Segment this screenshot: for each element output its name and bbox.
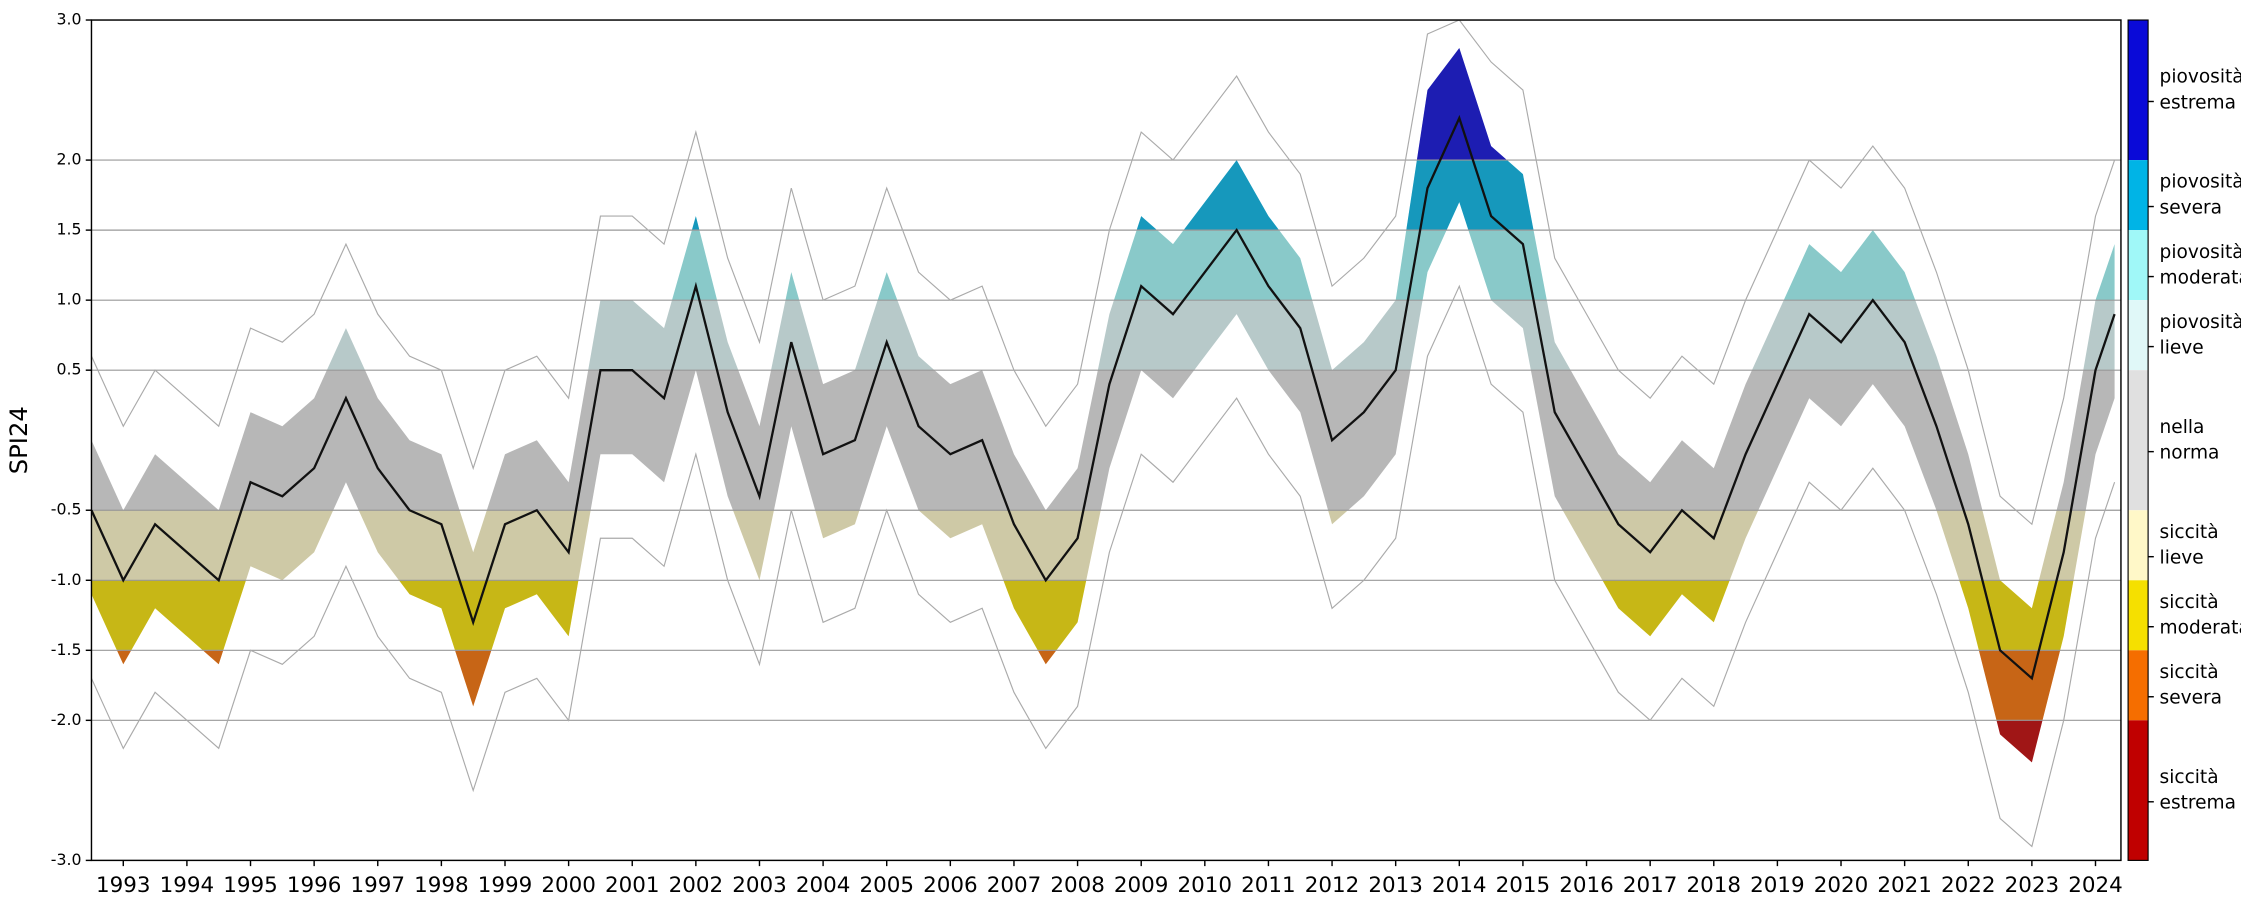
colorbar-segment [2128, 650, 2149, 721]
y-tick-label: 0.5 [56, 360, 81, 379]
class-band-area [1236, 48, 1508, 161]
y-tick-label: -1.5 [51, 640, 82, 659]
axes: 3.0 2.0 1.5 1.0 0.5 -0.5 -1.0 -1.5 -2.0 -3.0 1993 1… [51, 10, 2241, 899]
colorbar-segment [2128, 580, 2149, 651]
class-label: piovosità [2160, 242, 2241, 263]
x-tick-label: 2021 [1877, 873, 1932, 898]
class-band-area [326, 300, 2115, 371]
x-tick-label: 2017 [1623, 873, 1678, 898]
x-tick-label: 1995 [223, 873, 278, 898]
lines [91, 20, 2116, 848]
class-label: piovosità [2160, 172, 2241, 193]
median-line [91, 114, 2116, 681]
class-label: estrema [2160, 793, 2236, 814]
class-label: piovosità [2160, 67, 2241, 88]
colorbar-segment [2128, 300, 2149, 371]
x-tick-label: 2011 [1241, 873, 1296, 898]
class-band-area [91, 370, 2115, 511]
x-tick-label: 2016 [1559, 873, 1614, 898]
x-tick-label: 2012 [1305, 873, 1360, 898]
colorbar-segment [2128, 230, 2149, 301]
y-tick-label: -2.0 [51, 710, 82, 729]
class-label: lieve [2160, 338, 2204, 359]
x-tick-label: 2002 [669, 873, 724, 898]
class-label: moderata [2160, 267, 2241, 288]
x-tick-label: 2018 [1687, 873, 1742, 898]
colorbar-segment [2128, 160, 2149, 231]
x-tick-label: 2010 [1178, 873, 1233, 898]
x-tick-label: 2008 [1050, 873, 1105, 898]
class-band-area [1996, 720, 2043, 763]
class-label: siccità [2160, 522, 2219, 543]
x-tick-label: 2022 [1941, 873, 1996, 898]
x-tick-label: 2015 [1496, 873, 1551, 898]
colorbar-segment [2128, 720, 2149, 861]
colorbar-frame [2127, 19, 2149, 861]
class-label: severa [2160, 688, 2223, 709]
class-label: moderata [2160, 618, 2241, 639]
x-tick-label: 2009 [1114, 873, 1169, 898]
y-tick-label: -0.5 [51, 500, 82, 519]
x-tick-label: 2019 [1750, 873, 1805, 898]
class-band-area [91, 510, 2086, 581]
class-label: nella [2160, 417, 2205, 438]
extreme-line [91, 20, 2116, 526]
class-label: lieve [2160, 548, 2204, 569]
grid [91, 19, 2121, 861]
x-tick-label: 1999 [478, 873, 533, 898]
colorbar-segment [2128, 510, 2149, 581]
y-tick-label: 2.0 [56, 150, 81, 169]
band-shade [91, 48, 2115, 763]
x-tick-label: 1998 [414, 873, 469, 898]
class-label: siccità [2160, 592, 2219, 613]
x-tick-label: 2020 [1814, 873, 1869, 898]
colorbar-segment [2128, 370, 2149, 511]
x-tick-label: 2005 [859, 873, 914, 898]
class-label: severa [2160, 197, 2223, 218]
x-tick-label: 2004 [796, 873, 851, 898]
x-tick-label: 2003 [732, 873, 787, 898]
class-label: estrema [2160, 92, 2236, 113]
y-tick-label: 3.0 [56, 10, 81, 29]
y-tick-label: -3.0 [51, 850, 82, 869]
x-tick-label: 2007 [987, 873, 1042, 898]
class-band-area [600, 230, 2115, 301]
x-tick-label: 2006 [923, 873, 978, 898]
class-label: piovosità [2160, 312, 2241, 333]
x-tick-label: 2013 [1368, 873, 1423, 898]
class-label: norma [2160, 443, 2220, 464]
x-tick-label: 1996 [287, 873, 342, 898]
x-tick-label: 1994 [160, 873, 215, 898]
colorbar-segment [2128, 20, 2149, 161]
class-label: siccità [2160, 662, 2219, 683]
x-tick-label: 2014 [1432, 873, 1487, 898]
x-tick-label: 2023 [2005, 873, 2060, 898]
y-tick-label: 1.0 [56, 290, 81, 309]
class-label: siccità [2160, 767, 2219, 788]
extreme-line [91, 284, 2116, 848]
y-tick-label: -1.0 [51, 570, 82, 589]
y-tick-label: 1.5 [56, 220, 81, 239]
plot-frame [90, 19, 2122, 862]
class-band-area [91, 580, 2074, 651]
x-tick-label: 1993 [96, 873, 151, 898]
y-axis-label: SPI24 [4, 406, 33, 474]
x-tick-label: 2024 [2068, 873, 2123, 898]
x-tick-label: 2000 [541, 873, 596, 898]
class-areas [91, 48, 2115, 763]
x-tick-label: 1997 [350, 873, 405, 898]
x-tick-label: 2001 [605, 873, 660, 898]
